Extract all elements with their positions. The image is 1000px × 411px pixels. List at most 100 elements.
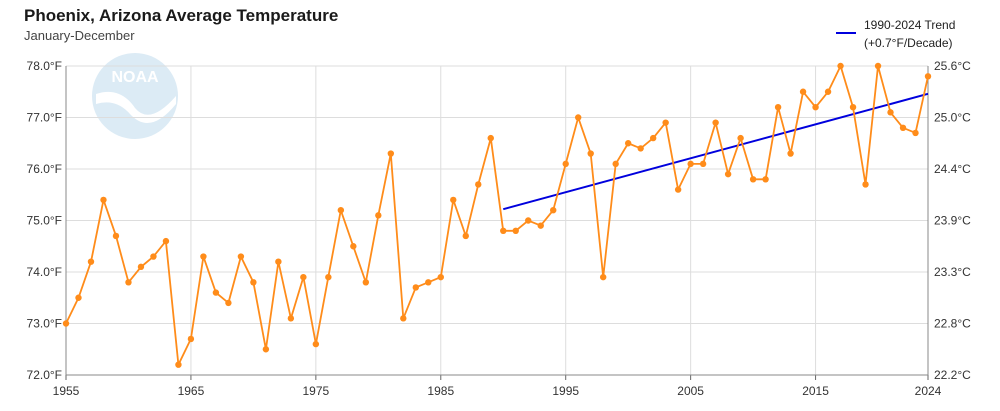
y-tick-label-left: 75.0°F xyxy=(27,214,62,228)
temperature-point xyxy=(487,134,494,142)
temperature-point xyxy=(250,279,257,286)
temperature-point xyxy=(362,279,370,286)
temperature-point xyxy=(162,237,170,245)
temperature-point xyxy=(724,170,732,178)
temperature-point xyxy=(924,73,932,80)
y-tick-label-right: 24.4°C xyxy=(934,162,971,176)
x-tick-label: 1955 xyxy=(53,384,80,398)
x-tick-label: 1995 xyxy=(552,384,579,398)
x-tick-label: 1965 xyxy=(178,384,205,398)
temperature-point xyxy=(500,227,507,234)
temperature-point xyxy=(312,340,320,348)
temperature-point xyxy=(612,160,619,168)
temperature-point xyxy=(262,346,270,353)
temperature-point xyxy=(575,114,582,121)
temperature-line xyxy=(65,63,929,368)
y-tick-label-right: 22.2°C xyxy=(934,368,971,382)
temperature-point xyxy=(774,104,782,111)
temperature-point xyxy=(412,284,419,291)
temperature-point xyxy=(287,315,295,322)
temperature-point xyxy=(737,134,744,142)
temperature-point xyxy=(599,273,607,281)
x-tick-label: 1985 xyxy=(427,384,454,398)
temperature-point xyxy=(887,109,894,116)
temperature-point xyxy=(175,361,182,368)
temperature-point xyxy=(537,222,544,229)
temperature-point xyxy=(550,207,557,214)
temperature-point xyxy=(225,299,232,307)
x-tick-label: 2015 xyxy=(802,384,829,398)
noaa-logo-text: NOAA xyxy=(111,69,159,86)
temperature-point xyxy=(874,62,882,70)
y-tick-label-left: 78.0°F xyxy=(27,59,62,73)
x-tick-label: 2005 xyxy=(677,384,704,398)
x-tick-label: 2024 xyxy=(915,384,942,398)
temperature-point xyxy=(587,150,594,157)
temperature-point xyxy=(400,315,407,322)
chart-title: Phoenix, Arizona Average Temperature xyxy=(24,6,339,25)
temperature-point xyxy=(337,207,345,214)
temperature-point xyxy=(749,176,757,183)
temperature-point xyxy=(812,104,819,111)
temperature-point xyxy=(325,273,332,281)
trend-line xyxy=(502,92,929,211)
y-tick-label-left: 77.0°F xyxy=(27,111,62,125)
temperature-point xyxy=(712,119,719,126)
temperature-point xyxy=(300,273,307,281)
y-tick-label-left: 73.0°F xyxy=(27,317,62,331)
legend-trend-label: 1990-2024 Trend xyxy=(864,18,955,32)
temperature-point xyxy=(475,181,482,188)
y-tick-label-right: 22.8°C xyxy=(934,317,971,331)
temperature-point xyxy=(787,150,794,157)
y-tick-label-right: 25.6°C xyxy=(934,59,971,73)
temperature-point xyxy=(187,335,195,343)
temperature-point xyxy=(125,279,132,286)
temperature-point xyxy=(275,258,282,265)
y-tick-label-left: 72.0°F xyxy=(27,368,62,382)
temperature-point xyxy=(624,140,632,147)
temperature-point xyxy=(762,176,769,183)
x-tick-label: 1975 xyxy=(303,384,330,398)
legend-trend-label-line2: (+0.7°F/Decade) xyxy=(864,36,953,50)
temperature-point xyxy=(425,279,432,286)
temperature-point xyxy=(824,88,832,95)
temperature-point xyxy=(912,129,919,137)
temperature-point xyxy=(137,263,145,271)
temperature-point xyxy=(562,160,569,168)
temperature-point xyxy=(637,145,644,152)
temperature-point xyxy=(200,253,207,260)
temperature-point xyxy=(837,62,844,70)
temperature-point xyxy=(849,104,857,111)
temperature-point xyxy=(62,320,70,327)
y-tick-label-right: 25.0°C xyxy=(934,111,971,125)
temperature-point xyxy=(87,258,95,265)
temperature-point xyxy=(450,196,457,204)
temperature-point xyxy=(799,88,807,95)
temperature-point xyxy=(350,243,357,250)
temperature-point xyxy=(212,289,220,296)
temperature-point xyxy=(674,186,682,193)
legend: 1990-2024 Trend (+0.7°F/Decade) xyxy=(836,18,955,50)
temperature-point xyxy=(525,217,532,224)
y-tick-label-right: 23.9°C xyxy=(934,214,971,228)
temperature-point xyxy=(462,232,469,240)
temperature-point xyxy=(75,294,82,301)
temperature-point xyxy=(699,160,707,168)
y-tick-label-left: 74.0°F xyxy=(27,265,62,279)
temperature-point xyxy=(512,227,519,234)
temperature-point xyxy=(237,253,245,260)
temperature-point xyxy=(150,253,157,260)
temperature-point xyxy=(375,212,382,219)
y-tick-label-left: 76.0°F xyxy=(27,162,62,176)
temperature-point xyxy=(687,160,694,168)
temperature-point xyxy=(437,273,444,281)
temperature-point xyxy=(649,134,657,142)
temperature-point xyxy=(100,196,107,204)
temperature-point xyxy=(662,119,669,126)
chart-subtitle: January-December xyxy=(24,28,135,43)
temperature-point xyxy=(862,181,869,188)
temperature-point xyxy=(387,150,395,157)
temperature-point xyxy=(112,232,120,240)
temperature-point xyxy=(899,124,907,131)
